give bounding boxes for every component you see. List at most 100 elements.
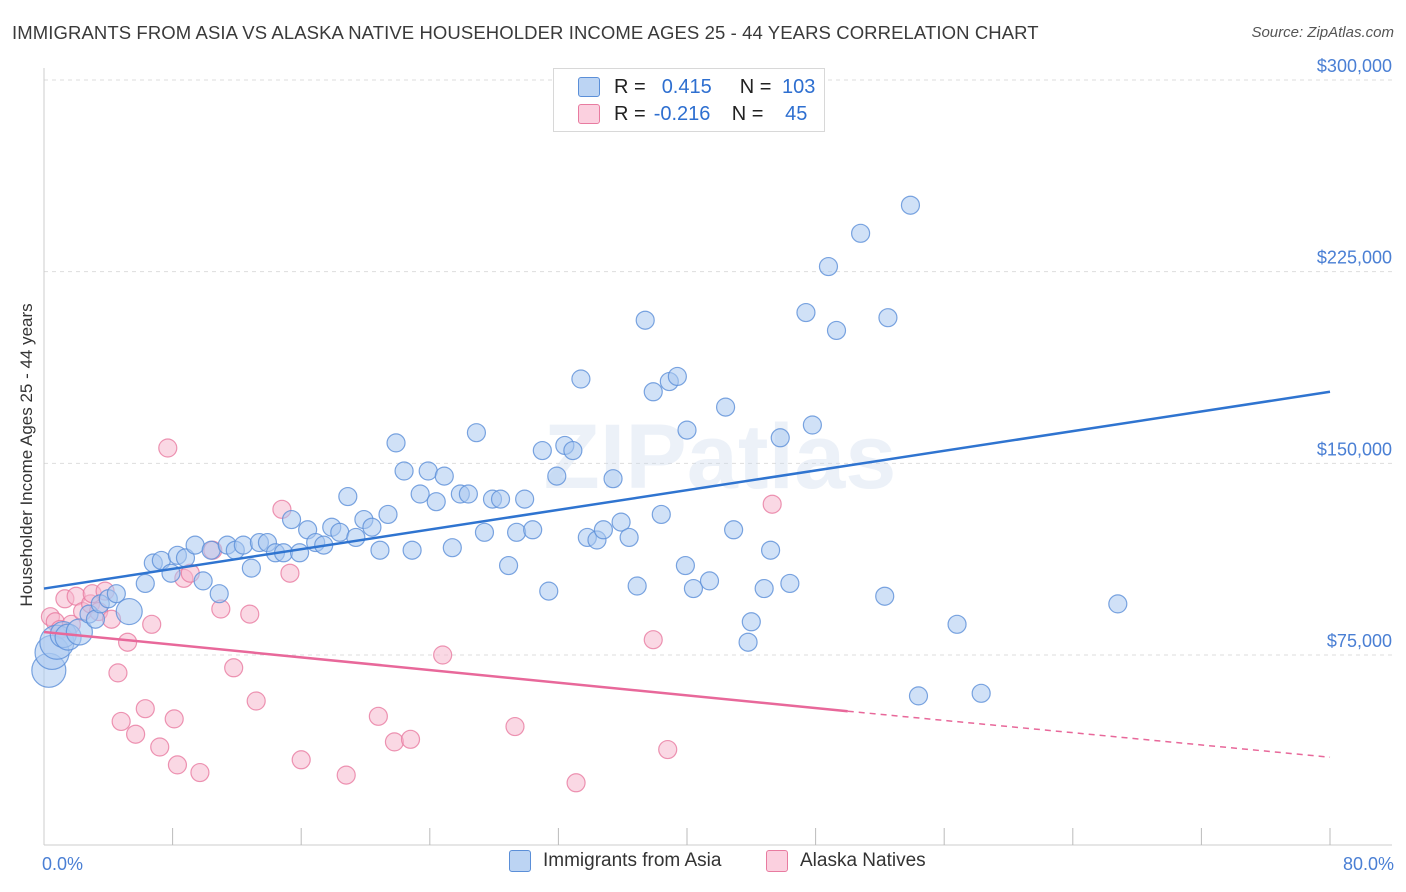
asia-point xyxy=(667,366,687,387)
trend-line-asia xyxy=(43,390,1331,590)
series-alaska-natives xyxy=(40,438,782,793)
asia-point xyxy=(603,469,623,489)
asia-point xyxy=(651,504,671,525)
y-tick-label: $300,000 xyxy=(1317,56,1392,76)
legend-n-label: N = xyxy=(731,102,764,125)
asia-point xyxy=(426,492,446,512)
trend-line-alaska xyxy=(43,630,848,713)
x-edge-label-max: 80.0% xyxy=(1343,854,1394,874)
asia-point xyxy=(627,576,647,596)
asia-point xyxy=(466,423,487,443)
asia-point xyxy=(434,466,454,486)
asia-point xyxy=(760,540,781,560)
legend-r-label: R = xyxy=(614,75,646,98)
asia-point xyxy=(201,540,221,560)
asia-point xyxy=(539,581,559,601)
asia-point xyxy=(908,686,929,706)
alaska-point xyxy=(762,494,782,514)
asia-point xyxy=(715,397,736,417)
asia-point xyxy=(402,540,422,560)
alaska-point xyxy=(291,750,311,770)
asia-point xyxy=(289,543,310,563)
asia-point xyxy=(185,535,205,555)
bottom-legend-label-alaska: Alaska Natives xyxy=(800,850,926,871)
alaska-point xyxy=(224,658,244,678)
asia-point xyxy=(571,369,591,389)
asia-point xyxy=(338,486,358,507)
bottom-legend-swatch-pink xyxy=(766,850,788,872)
asia-point xyxy=(677,420,697,440)
asia-point xyxy=(209,584,229,604)
asia-point xyxy=(802,415,822,435)
asia-point xyxy=(490,489,511,509)
asia-point xyxy=(851,223,871,243)
legend-r-label: R = xyxy=(614,102,646,125)
alaska-point xyxy=(368,706,388,726)
series-immigrants-asia xyxy=(31,195,1128,706)
legend-n-label: N = xyxy=(739,75,772,98)
legend-r-value: -0.216 xyxy=(653,102,711,125)
legend-row-alaska: R = -0.216 N = 45 xyxy=(578,101,807,127)
alaska-point xyxy=(433,645,453,665)
asia-point xyxy=(900,195,921,215)
y-tick-label: $75,000 xyxy=(1327,631,1392,651)
alaska-point xyxy=(240,604,260,624)
asia-point xyxy=(611,512,631,532)
asia-point xyxy=(532,440,552,461)
y-axis-label: Householder Income Ages 25 - 44 years xyxy=(17,303,36,606)
alaska-point xyxy=(336,765,356,785)
alaska-point xyxy=(158,438,178,458)
asia-point xyxy=(135,573,155,594)
asia-point xyxy=(741,612,761,632)
asia-point xyxy=(410,484,430,504)
y-tick-label: $150,000 xyxy=(1317,439,1392,459)
bottom-legend-alaska: Alaska Natives xyxy=(766,850,926,872)
alaska-point xyxy=(108,663,128,683)
asia-point xyxy=(724,520,744,540)
asia-point xyxy=(394,461,414,481)
asia-point xyxy=(619,527,639,548)
asia-point xyxy=(947,614,967,634)
asia-point xyxy=(699,571,720,591)
alaska-point xyxy=(505,716,525,737)
correlation-legend: R = 0.415 N = 103 R = -0.216 N = 45 xyxy=(553,68,825,132)
legend-swatch-pink xyxy=(578,104,600,124)
alaska-point xyxy=(142,614,162,634)
asia-point xyxy=(971,683,991,703)
asia-point xyxy=(378,504,398,525)
bottom-legend-asia: Immigrants from Asia xyxy=(509,850,721,872)
asia-point xyxy=(593,520,614,540)
asia-point xyxy=(754,578,774,599)
asia-point xyxy=(780,573,800,594)
asia-point xyxy=(330,522,350,542)
alaska-point xyxy=(658,739,678,760)
alaska-point xyxy=(384,732,405,752)
asia-point xyxy=(1108,594,1128,614)
asia-point xyxy=(675,555,695,576)
alaska-point xyxy=(280,563,300,583)
alaska-point xyxy=(167,755,188,775)
alaska-point xyxy=(400,729,421,749)
asia-point xyxy=(386,433,406,453)
alaska-point xyxy=(246,691,266,711)
asia-point xyxy=(498,555,519,576)
asia-point xyxy=(115,597,143,626)
legend-swatch-blue xyxy=(578,77,600,97)
asia-point xyxy=(878,308,898,328)
watermark: ZIPatlas xyxy=(544,406,897,508)
alaska-point xyxy=(190,762,210,783)
trend-line-alaska-extension xyxy=(847,710,1331,758)
alaska-point xyxy=(135,699,155,719)
asia-point xyxy=(507,522,527,542)
alaska-point xyxy=(111,711,131,732)
x-edge-label-min: 0.0% xyxy=(42,854,83,874)
alaska-point xyxy=(150,737,170,757)
legend-n-value: 103 xyxy=(782,75,816,98)
y-tick-labels: $75,000 $150,000 $225,000 $300,000 xyxy=(1317,56,1392,651)
asia-point xyxy=(547,466,567,486)
alaska-point xyxy=(126,724,146,744)
alaska-point xyxy=(566,773,586,793)
trend-lines xyxy=(43,390,1331,758)
asia-point xyxy=(241,558,261,578)
